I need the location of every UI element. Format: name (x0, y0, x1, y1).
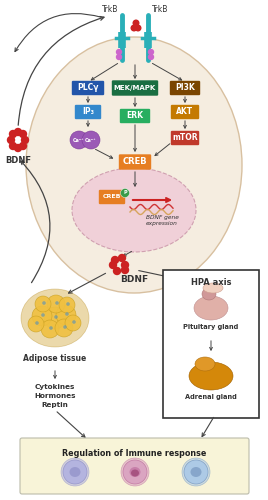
Circle shape (8, 136, 14, 143)
Text: Regulation of Immune response: Regulation of Immune response (62, 449, 207, 458)
Ellipse shape (21, 289, 89, 347)
Text: ERK: ERK (126, 112, 143, 120)
FancyBboxPatch shape (20, 438, 249, 494)
Circle shape (21, 136, 28, 143)
Circle shape (121, 458, 149, 486)
Ellipse shape (203, 283, 223, 293)
Ellipse shape (131, 470, 139, 476)
Circle shape (121, 188, 129, 198)
Text: BDNF: BDNF (120, 275, 148, 284)
Circle shape (148, 49, 154, 55)
FancyBboxPatch shape (72, 81, 104, 95)
Ellipse shape (69, 467, 80, 477)
Circle shape (56, 305, 76, 325)
Circle shape (9, 130, 17, 138)
Circle shape (54, 315, 58, 319)
Ellipse shape (202, 288, 216, 300)
Text: BDNF gene
expression: BDNF gene expression (146, 215, 178, 226)
Circle shape (121, 262, 128, 268)
Text: P: P (123, 190, 127, 196)
Circle shape (61, 458, 89, 486)
Circle shape (28, 316, 44, 332)
Circle shape (9, 142, 17, 150)
Ellipse shape (191, 467, 202, 477)
Ellipse shape (26, 37, 242, 293)
Text: IP₃: IP₃ (82, 108, 94, 116)
Circle shape (55, 319, 73, 337)
Circle shape (72, 320, 76, 324)
Circle shape (65, 315, 81, 331)
FancyBboxPatch shape (170, 81, 200, 95)
Circle shape (65, 312, 69, 316)
Circle shape (41, 313, 45, 317)
Text: CREB: CREB (123, 158, 147, 166)
Circle shape (63, 325, 67, 329)
Text: MEK/MAPK: MEK/MAPK (114, 85, 156, 91)
Circle shape (70, 131, 88, 149)
Text: Ca²⁺: Ca²⁺ (73, 138, 85, 142)
Circle shape (148, 54, 154, 60)
Circle shape (131, 25, 137, 31)
Circle shape (123, 460, 147, 484)
Circle shape (182, 458, 210, 486)
Circle shape (114, 268, 121, 274)
Circle shape (35, 296, 51, 312)
Circle shape (118, 254, 125, 262)
Text: PLCγ: PLCγ (77, 84, 99, 92)
Circle shape (55, 301, 59, 305)
Circle shape (41, 320, 59, 338)
Ellipse shape (194, 296, 228, 320)
Circle shape (110, 262, 117, 268)
Text: Adrenal gland: Adrenal gland (185, 394, 237, 400)
Text: PI3K: PI3K (175, 84, 195, 92)
FancyBboxPatch shape (112, 80, 158, 96)
Circle shape (47, 295, 65, 313)
Circle shape (35, 321, 39, 325)
Text: Cytokines
Hormones
Reptin: Cytokines Hormones Reptin (34, 384, 76, 408)
Circle shape (49, 326, 53, 330)
Circle shape (135, 25, 141, 31)
Text: HPA axis: HPA axis (191, 278, 231, 287)
Text: Adipose tissue: Adipose tissue (23, 354, 87, 363)
Circle shape (42, 301, 46, 305)
Text: BDNF: BDNF (5, 156, 31, 165)
Circle shape (116, 54, 122, 60)
Text: CREB: CREB (103, 194, 121, 200)
Text: mTOR: mTOR (172, 134, 198, 142)
Circle shape (63, 460, 87, 484)
Circle shape (184, 460, 208, 484)
Ellipse shape (129, 467, 140, 477)
Circle shape (20, 142, 27, 150)
Text: TrkB: TrkB (102, 5, 118, 14)
Text: AKT: AKT (176, 108, 193, 116)
Circle shape (14, 128, 21, 136)
FancyBboxPatch shape (119, 154, 151, 170)
Ellipse shape (189, 362, 233, 390)
Ellipse shape (72, 168, 196, 252)
Bar (163, 270, 259, 418)
Circle shape (133, 20, 139, 26)
Circle shape (116, 49, 122, 55)
Circle shape (121, 266, 128, 274)
Circle shape (59, 297, 75, 313)
Circle shape (111, 256, 118, 264)
Text: TrkB: TrkB (152, 5, 168, 14)
FancyBboxPatch shape (171, 131, 199, 145)
Text: Pituitary gland: Pituitary gland (183, 324, 239, 330)
Circle shape (82, 131, 100, 149)
Circle shape (20, 130, 27, 138)
Circle shape (44, 307, 66, 329)
Ellipse shape (195, 357, 215, 371)
FancyBboxPatch shape (120, 109, 150, 123)
Text: Ca²⁺: Ca²⁺ (85, 138, 97, 142)
FancyBboxPatch shape (171, 105, 199, 119)
Circle shape (14, 144, 21, 152)
Circle shape (32, 306, 52, 326)
FancyBboxPatch shape (75, 105, 101, 119)
FancyBboxPatch shape (99, 190, 125, 204)
Circle shape (66, 302, 70, 306)
